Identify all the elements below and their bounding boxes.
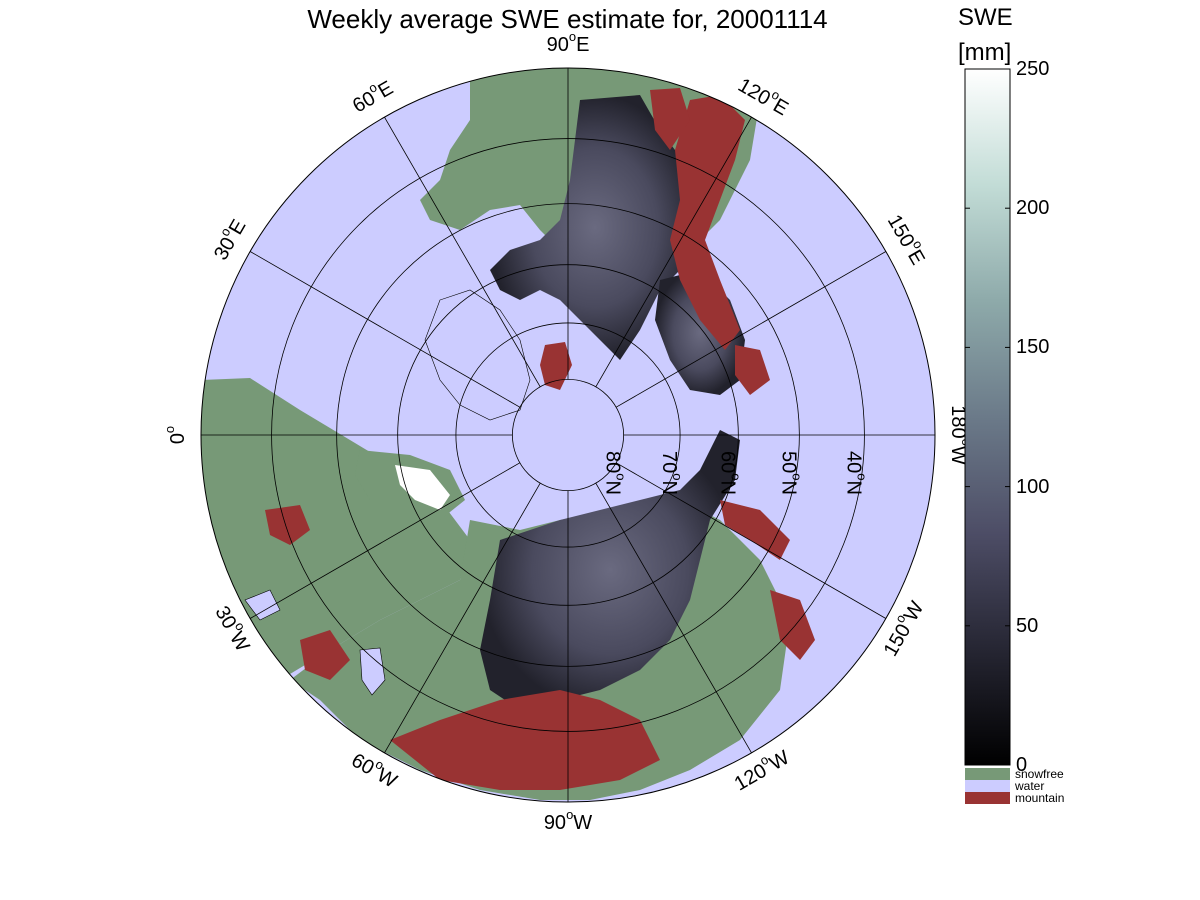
longitude-label: 0o xyxy=(162,426,189,444)
north-america-snow xyxy=(490,95,700,360)
meridian-line xyxy=(384,116,541,388)
longitude-label: 90oE xyxy=(547,29,590,56)
colorbar-categories xyxy=(965,768,1010,804)
meridian-line xyxy=(615,462,887,619)
map-title: Weekly average SWE estimate for, 2000111… xyxy=(307,4,828,34)
caspian-sea xyxy=(359,647,386,696)
colorbar-ticks xyxy=(965,68,1010,766)
siberia-snow xyxy=(480,430,740,710)
colorbar-tick-label: 100 xyxy=(1016,475,1050,498)
meridian-line xyxy=(249,251,521,408)
colorbar-units: [mm] xyxy=(958,39,1012,66)
longitude-label: 90oW xyxy=(544,807,592,834)
alps-mountains xyxy=(265,505,310,545)
graticule xyxy=(201,68,935,802)
east-siberia-mountains xyxy=(720,500,790,560)
meridian-line xyxy=(384,482,541,754)
rocky-mountains xyxy=(670,95,745,350)
longitude-label: 60oE xyxy=(347,73,398,118)
longitude-label: 30oE xyxy=(206,214,251,265)
colorbar-tick-label: 50 xyxy=(1016,614,1039,637)
colorbar-scale xyxy=(964,68,1011,766)
black-sea xyxy=(244,589,281,621)
category-label-water: water xyxy=(1015,779,1045,793)
category-swatch-mountain xyxy=(965,792,1010,804)
colorbar-tick-label: 250 xyxy=(1016,58,1050,80)
latitude-label: 70oN xyxy=(658,451,685,495)
greenland-outline xyxy=(424,289,531,421)
latitude-label: 80oN xyxy=(601,451,628,495)
coastal-mountains xyxy=(650,88,690,150)
latitude-label: 60oN xyxy=(716,451,743,495)
category-swatch-snowfree xyxy=(965,768,1010,780)
greenland-highland xyxy=(540,342,572,390)
latitude-labels: 80oN 70oN 60oN 50oN 40oN xyxy=(601,451,869,495)
meridian-line xyxy=(249,462,521,619)
map-content xyxy=(201,68,935,802)
category-label-mountain: mountain xyxy=(1015,791,1065,805)
latitude-label: 50oN xyxy=(777,451,804,495)
meridian-line xyxy=(615,251,887,408)
meridian-line xyxy=(595,116,752,388)
meridian-line xyxy=(595,482,752,754)
longitude-label: 60oW xyxy=(347,745,402,792)
colorbar-title: SWE xyxy=(958,4,1013,31)
category-label-snowfree: snowfree xyxy=(1015,767,1064,781)
colorbar-tick-label: 0 xyxy=(1016,754,1028,776)
colorbar-tick-label: 200 xyxy=(1016,197,1050,220)
map-border xyxy=(200,67,936,803)
latitude-label: 40oN xyxy=(842,451,869,495)
category-swatch-water xyxy=(965,780,1010,792)
alaska-range xyxy=(735,345,770,395)
caucasus-mountains xyxy=(300,630,350,680)
colorbar-tick-label: 150 xyxy=(1016,336,1050,359)
kamchatka-mountains xyxy=(770,590,815,660)
scandinavia-snow xyxy=(395,465,450,510)
himalaya-mountains xyxy=(390,690,660,790)
